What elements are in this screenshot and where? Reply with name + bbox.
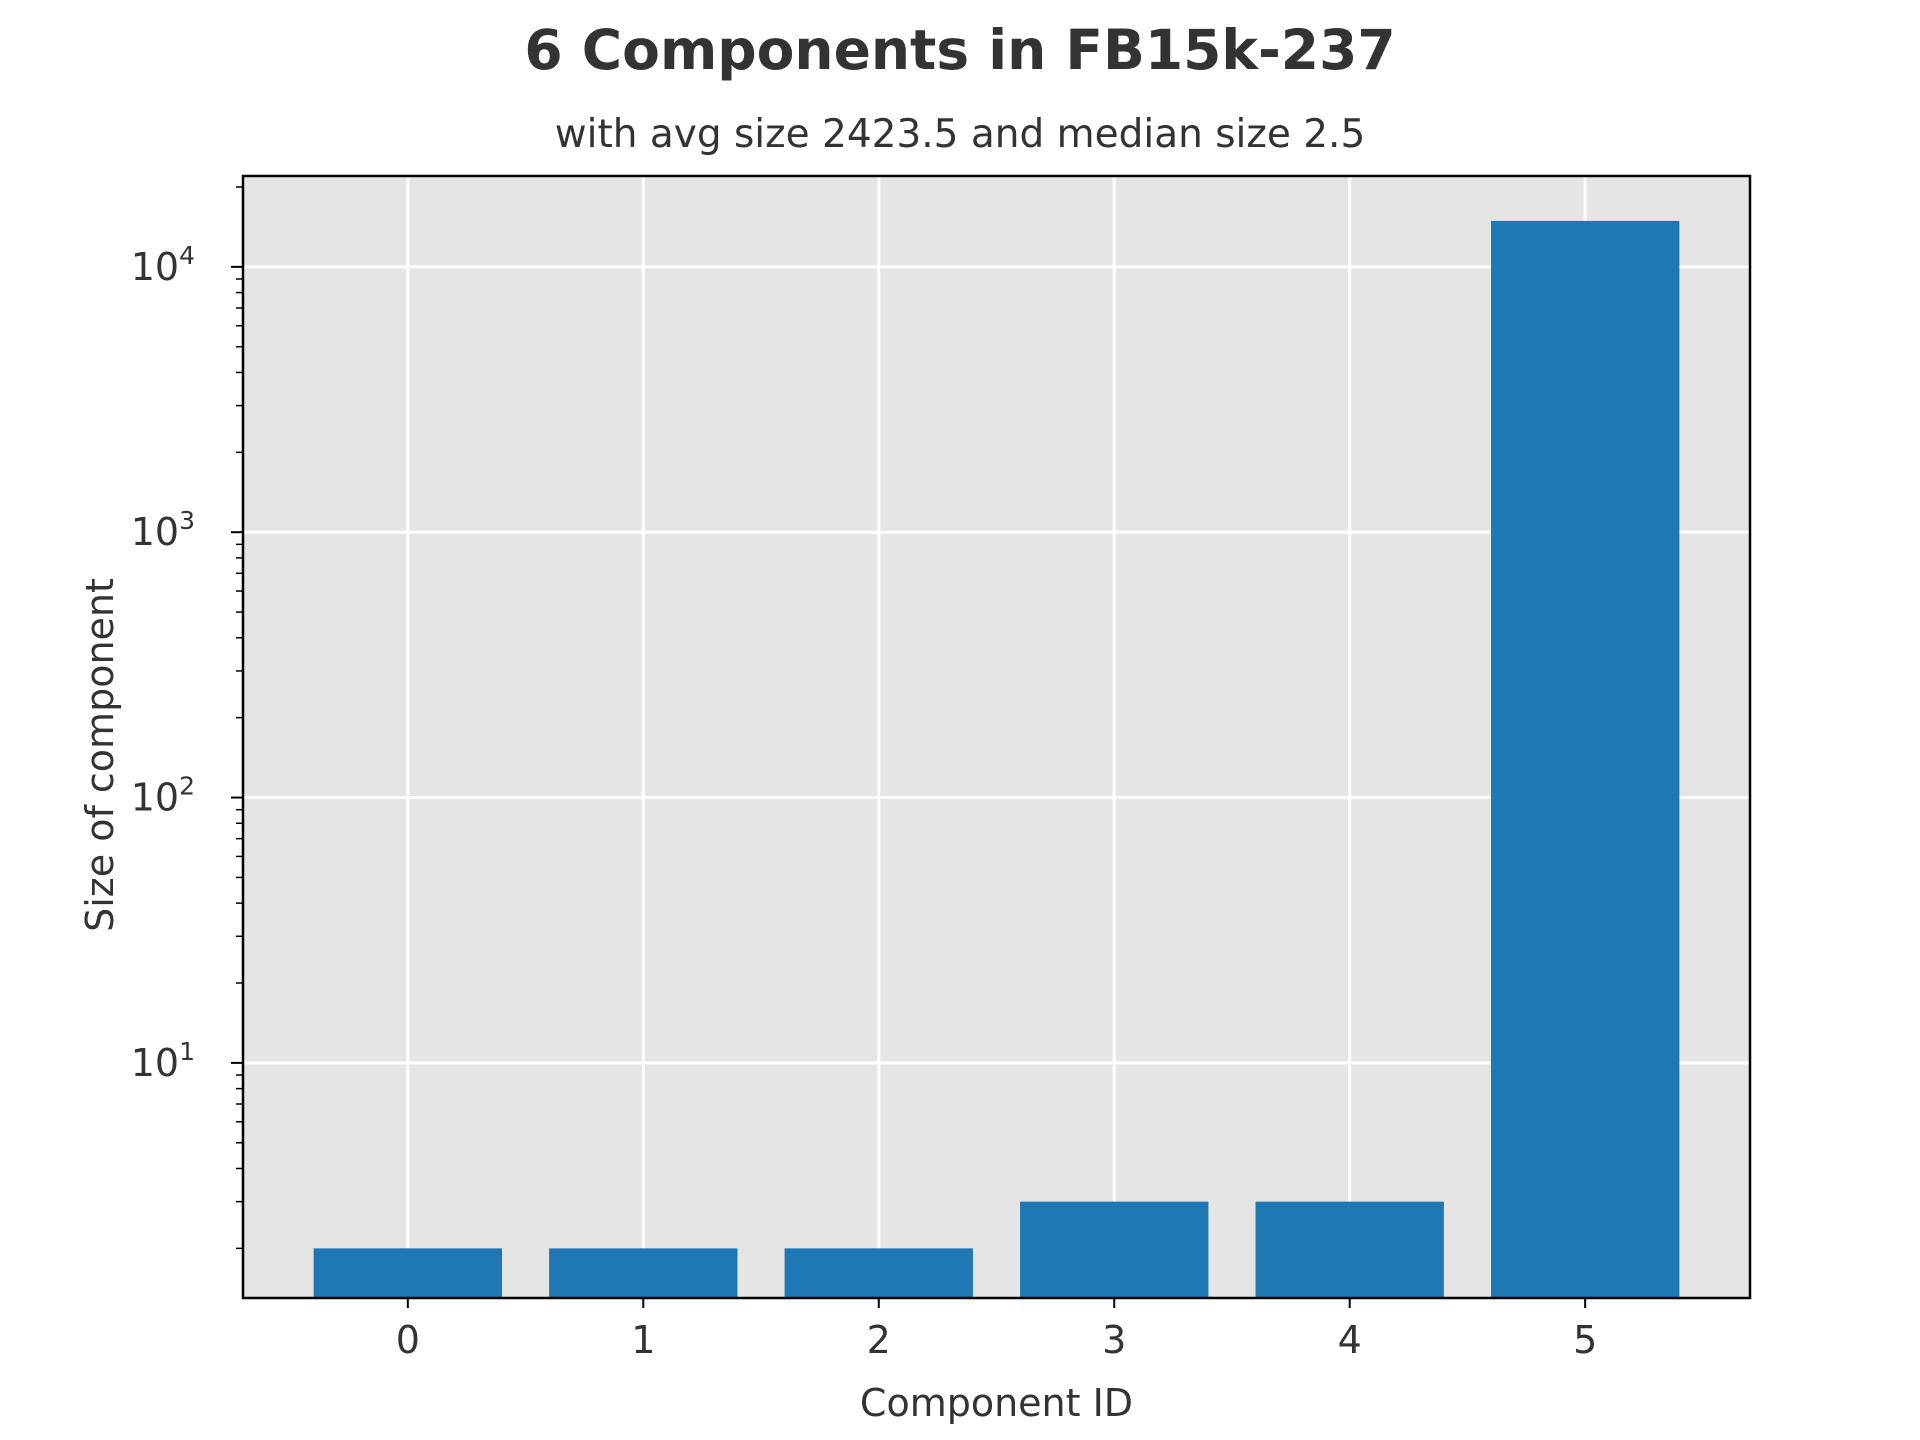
x-tick-label: 2 (867, 1318, 891, 1362)
bar-component-4 (1255, 1201, 1444, 1298)
y-tick-label: 102 (131, 772, 195, 820)
x-tick-label: 4 (1338, 1318, 1362, 1362)
y-tick-exponent: 1 (179, 1037, 195, 1066)
bar-component-1 (549, 1248, 738, 1298)
y-tick-exponent: 2 (179, 772, 195, 801)
plot-frame (241, 174, 1752, 1300)
x-axis-label: Component ID (860, 1381, 1133, 1425)
x-tick-label: 1 (631, 1318, 655, 1362)
chart-title: 6 Components in FB15k-237 (524, 18, 1396, 82)
y-axis-label: Size of component (78, 578, 122, 932)
grid-lines (243, 176, 1750, 1298)
axis-ticks: 0 1 2 3 4 5 101 102 103 104 (131, 186, 1597, 1362)
bars (313, 220, 1680, 1299)
y-tick-label: 103 (131, 506, 195, 554)
x-tick-label: 0 (396, 1318, 420, 1362)
y-tick-label: 101 (131, 1037, 195, 1085)
y-tick-label: 104 (131, 241, 195, 289)
y-tick-exponent: 4 (179, 241, 195, 270)
x-tick-label: 3 (1102, 1318, 1126, 1362)
x-tick-label: 5 (1573, 1318, 1597, 1362)
bar-component-3 (1020, 1201, 1209, 1298)
y-tick-exponent: 3 (179, 506, 195, 535)
bar-component-0 (313, 1248, 503, 1298)
bar-component-5 (1490, 220, 1680, 1299)
bar-component-2 (784, 1248, 973, 1298)
chart-subtitle: with avg size 2423.5 and median size 2.5 (554, 112, 1366, 157)
